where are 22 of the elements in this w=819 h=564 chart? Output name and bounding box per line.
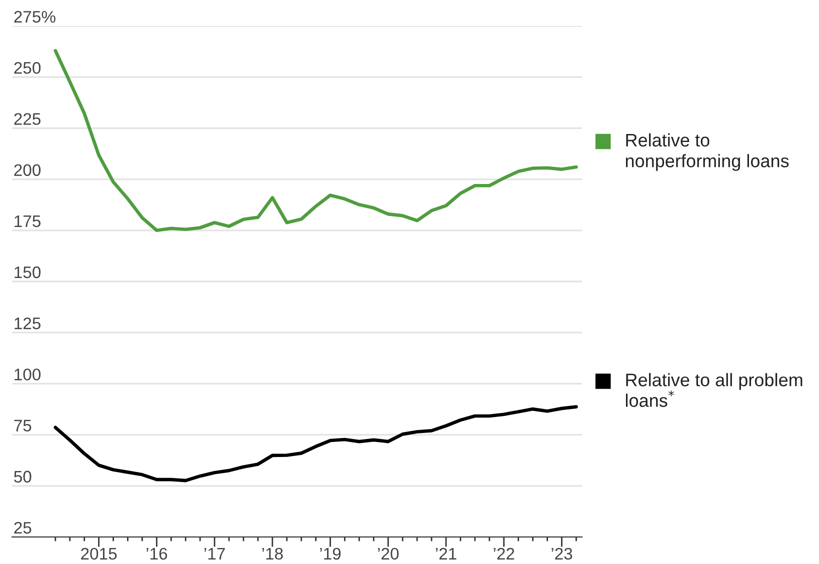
x-tick-label: ’18 (262, 548, 283, 560)
x-tick-label: ’23 (552, 548, 572, 560)
legend-label: Relative to all problem loans$^{*}$ (626, 373, 802, 407)
y-tick-label: 150 (14, 266, 41, 278)
y-tick-label: 25 (14, 522, 32, 534)
x-tick-label: ’17 (204, 548, 225, 560)
x-tick-label: ’19 (320, 548, 341, 560)
legend-label: Relative to nonperforming loans (626, 133, 789, 171)
y-tick-label: 225 (14, 113, 40, 125)
x-tick-label: ’21 (436, 548, 456, 560)
y-tick-label: 50 (14, 470, 32, 483)
y-tick-label: 125 (14, 318, 40, 330)
y-tick-label: 250 (14, 62, 41, 74)
y-tick-label: 75 (14, 420, 32, 432)
y-tick-label: 200 (14, 164, 41, 176)
y-tick-label: 100 (14, 368, 41, 380)
y-tick-label: 175 (14, 215, 40, 228)
x-tick-label: ’20 (378, 548, 399, 560)
x-tick-label: ’16 (146, 548, 168, 560)
y-tick-label: 275% (14, 10, 56, 23)
x-tick-label: ’22 (494, 548, 514, 560)
x-tick-label: 2015 (81, 548, 117, 560)
